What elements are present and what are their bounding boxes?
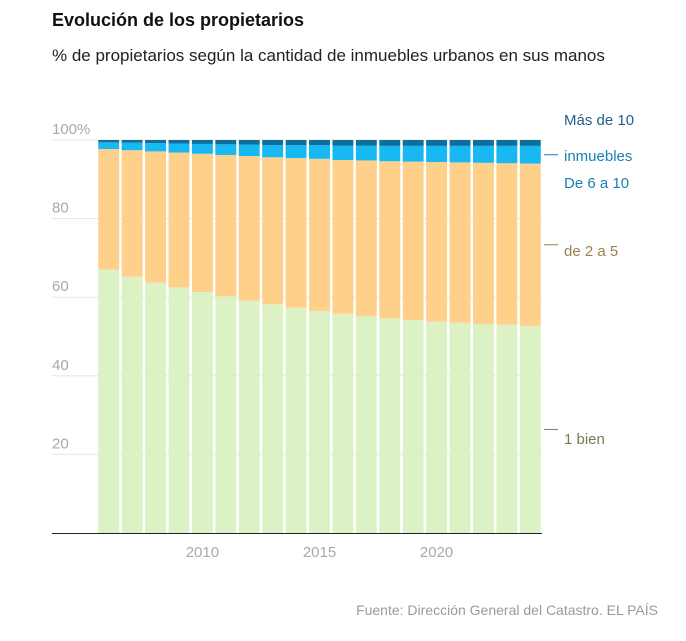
bar-2006-de-6-a-10-inmuebles <box>98 142 120 150</box>
bar-2021-1-bien <box>449 322 471 533</box>
y-axis-ticks: 20 40 60 80 100% <box>52 121 90 452</box>
bar-2013-de-6-a-10-inmuebles <box>262 145 284 158</box>
source-note: Fuente: Dirección General del Catastro. … <box>356 602 658 618</box>
bar-2017-de-2-a-5 <box>355 160 377 317</box>
bar-2020-1-bien <box>426 321 448 533</box>
bar-2019-de-6-a-10-inmuebles <box>402 145 424 162</box>
bar-2018-de-2-a-5 <box>379 161 401 319</box>
bar-2012-1-bien <box>238 300 260 533</box>
bar-2016-1-bien <box>332 313 354 533</box>
series-labels: Más de 10 inmuebles De 6 a 10 de 2 a 5 1… <box>564 112 634 448</box>
bar-2008-de-2-a-5 <box>145 151 167 283</box>
bar-2014-1-bien <box>285 307 307 533</box>
bar-2011-de-2-a-5 <box>215 154 237 297</box>
label-leaders <box>544 154 558 430</box>
bar-2019-1-bien <box>402 319 424 533</box>
bar-2022-1-bien <box>472 323 494 533</box>
bar-2006-1-bien <box>98 269 120 533</box>
bar-2017-de-6-a-10-inmuebles <box>355 145 377 161</box>
y-tick-label-20: 20 <box>52 435 69 452</box>
bar-2022-mas-de-10 <box>472 140 494 146</box>
y-tick-label-40: 40 <box>52 357 69 374</box>
bar-2020-de-6-a-10-inmuebles <box>426 145 448 163</box>
bar-2021-de-6-a-10-inmuebles <box>449 145 471 163</box>
bar-2018-mas-de-10 <box>379 140 401 146</box>
bar-2023-1-bien <box>496 324 518 533</box>
bar-2020-mas-de-10 <box>426 140 448 146</box>
bar-2023-mas-de-10 <box>496 140 518 146</box>
label-de-6-a-10: De 6 a 10 <box>564 175 629 192</box>
bar-2008-de-6-a-10-inmuebles <box>145 143 167 152</box>
bar-2009-de-2-a-5 <box>168 152 190 288</box>
x-tick-label-2010: 2010 <box>186 544 219 561</box>
bar-2019-mas-de-10 <box>402 140 424 146</box>
bar-2009-1-bien <box>168 287 190 533</box>
x-tick-label-2015: 2015 <box>303 544 336 561</box>
bar-2016-de-6-a-10-inmuebles <box>332 145 354 161</box>
bar-2014-de-6-a-10-inmuebles <box>285 145 307 159</box>
bar-2014-mas-de-10 <box>285 140 307 146</box>
y-tick-label-60: 60 <box>52 278 69 295</box>
bar-2023-de-6-a-10-inmuebles <box>496 145 518 164</box>
bar-2015-mas-de-10 <box>309 140 330 146</box>
bar-2021-de-2-a-5 <box>449 162 471 323</box>
bar-2009-de-6-a-10-inmuebles <box>168 143 190 153</box>
bar-2007-de-2-a-5 <box>121 150 143 277</box>
bar-2016-mas-de-10 <box>332 140 354 146</box>
bar-2007-1-bien <box>121 276 143 533</box>
bar-2011-1-bien <box>215 296 237 533</box>
bar-2016-de-2-a-5 <box>332 160 354 314</box>
label-de-2-a-5: de 2 a 5 <box>564 243 618 260</box>
bar-2015-de-2-a-5 <box>309 158 330 311</box>
bar-2008-mas-de-10 <box>145 140 167 144</box>
bar-2013-mas-de-10 <box>262 140 284 146</box>
bar-2017-1-bien <box>355 316 377 533</box>
bar-2006-de-2-a-5 <box>98 149 120 270</box>
bar-2006-mas-de-10 <box>98 140 120 143</box>
bar-2018-de-6-a-10-inmuebles <box>379 145 401 162</box>
bar-2013-1-bien <box>262 304 284 533</box>
bar-2020-de-2-a-5 <box>426 162 448 322</box>
label-1-bien: 1 bien <box>564 431 605 448</box>
bar-2014-de-2-a-5 <box>285 158 307 308</box>
chart-subtitle: % de propietarios según la cantidad de i… <box>52 46 605 65</box>
bar-2024-1-bien <box>519 325 541 533</box>
bar-2011-de-6-a-10-inmuebles <box>215 144 237 155</box>
bar-2024-de-2-a-5 <box>519 163 541 326</box>
bar-2015-de-6-a-10-inmuebles <box>309 145 330 159</box>
bar-2010-1-bien <box>191 292 213 533</box>
label-inmuebles: inmuebles <box>564 148 632 165</box>
bar-2012-de-2-a-5 <box>238 156 260 301</box>
bars <box>98 140 541 533</box>
bar-2024-mas-de-10 <box>519 140 541 146</box>
bar-2017-mas-de-10 <box>355 140 377 146</box>
bar-2007-de-6-a-10-inmuebles <box>121 142 143 151</box>
y-tick-label-80: 80 <box>52 200 69 217</box>
bar-2013-de-2-a-5 <box>262 157 284 305</box>
bar-2011-mas-de-10 <box>215 140 237 145</box>
bar-2015-1-bien <box>309 310 330 533</box>
bar-2007-mas-de-10 <box>121 140 143 143</box>
bar-2024-de-6-a-10-inmuebles <box>519 145 541 164</box>
bar-2022-de-2-a-5 <box>472 162 494 324</box>
bar-2008-1-bien <box>145 282 167 533</box>
bar-2021-mas-de-10 <box>449 140 471 146</box>
bar-2018-1-bien <box>379 318 401 533</box>
bar-2012-de-6-a-10-inmuebles <box>238 144 260 157</box>
bar-2010-mas-de-10 <box>191 140 213 144</box>
bar-2010-de-6-a-10-inmuebles <box>191 143 213 154</box>
bar-2012-mas-de-10 <box>238 140 260 145</box>
bar-2023-de-2-a-5 <box>496 163 518 325</box>
label-mas-de-10: Más de 10 <box>564 112 634 129</box>
bar-2009-mas-de-10 <box>168 140 190 144</box>
bar-2019-de-2-a-5 <box>402 161 424 320</box>
x-axis-ticks: 2010 2015 2020 <box>186 544 454 561</box>
y-tick-label-100: 100% <box>52 121 90 138</box>
chart-title: Evolución de los propietarios <box>52 10 305 30</box>
x-tick-label-2020: 2020 <box>420 544 453 561</box>
bar-2010-de-2-a-5 <box>191 153 213 293</box>
bar-2022-de-6-a-10-inmuebles <box>472 145 494 163</box>
